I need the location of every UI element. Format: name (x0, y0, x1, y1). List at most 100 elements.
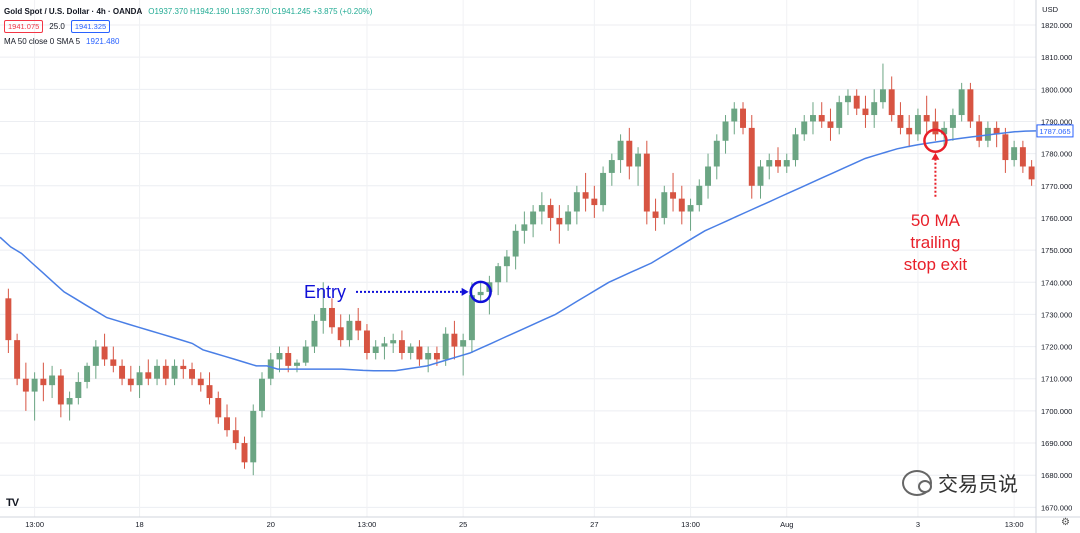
candle (906, 115, 913, 148)
candle-body (775, 160, 781, 167)
candle-body (678, 198, 685, 212)
candle-body (949, 115, 956, 128)
price-tick-label: 1770.000 (1041, 182, 1072, 191)
candle-body (477, 291, 484, 296)
candle-body (328, 307, 335, 328)
candle (197, 372, 204, 392)
candle-body (687, 205, 694, 212)
candle (643, 140, 650, 225)
candle (766, 153, 773, 180)
ohlc-values: O1937.370 H1942.190 L1937.370 C1941.245 … (148, 6, 373, 16)
symbol-title[interactable]: Gold Spot / U.S. Dollar · 4h · OANDA (4, 6, 143, 16)
candle (582, 172, 589, 212)
candle (844, 89, 851, 116)
candle-body (320, 307, 327, 321)
candle-body (495, 266, 502, 283)
price-axis[interactable]: 1670.000 1680.000 1690.000 1700.000 1710.000… (1035, 0, 1072, 533)
candle (145, 359, 152, 386)
candle (5, 288, 12, 353)
ma-indicator-label[interactable]: MA 50 close 0 SMA 5 (4, 36, 81, 46)
candle (215, 391, 222, 424)
candle (337, 314, 344, 347)
candle (232, 417, 239, 450)
candle-body (722, 121, 729, 141)
bid-price[interactable]: 1941.075 (4, 20, 44, 33)
candle (57, 369, 64, 418)
price-tick-label: 1810.000 (1041, 53, 1072, 62)
candle (241, 436, 248, 469)
candle (398, 330, 405, 360)
candle-body (643, 153, 650, 212)
candle (792, 127, 799, 167)
candle-body (906, 127, 913, 135)
ask-price[interactable]: 1941.325 (70, 20, 111, 33)
price-tick-label: 1740.000 (1041, 278, 1072, 287)
candle-body (757, 166, 764, 186)
price-tag-box (1036, 124, 1074, 138)
candle (713, 134, 720, 180)
candle-body (582, 192, 589, 199)
candle-body (1019, 147, 1026, 167)
candle-body (696, 185, 703, 206)
candle (810, 102, 816, 135)
candle-body (1002, 134, 1009, 161)
watermark-text: 交易员说 (938, 474, 1018, 496)
candle-body (302, 346, 309, 363)
candle (897, 102, 904, 135)
candle-body (626, 140, 633, 167)
candle (425, 346, 432, 373)
candle (136, 365, 143, 399)
ma-50-line (0, 130, 1037, 372)
candle (670, 172, 677, 212)
candle (1019, 140, 1026, 173)
candle (853, 89, 860, 116)
candle (818, 102, 825, 128)
exit-label-line: trailing (910, 233, 960, 252)
candle-body (241, 443, 248, 463)
candle (259, 372, 265, 418)
candle-body (57, 375, 64, 405)
candle-body (171, 365, 178, 379)
chart-legend: Gold Spot / U.S. Dollar · 4h · OANDA O19… (4, 4, 372, 49)
candle-body (468, 295, 475, 341)
candle (871, 89, 878, 128)
candle-body (521, 224, 528, 231)
candle-body (206, 385, 213, 399)
gear-icon[interactable]: ⚙ (1061, 517, 1070, 528)
candle (827, 108, 834, 141)
time-axis[interactable]: 13:00182013:00252713:00Aug313:0081013:00… (0, 516, 1080, 529)
tradingview-logo[interactable]: TV (6, 497, 19, 509)
price-tick-label: 1710.000 (1041, 375, 1072, 384)
candle (477, 282, 484, 302)
candle-body (407, 346, 414, 353)
candle (224, 404, 230, 437)
currency-label[interactable]: USD (1042, 5, 1058, 14)
candle-body (608, 160, 615, 173)
candle (949, 108, 956, 141)
candle (407, 343, 414, 360)
candle (49, 365, 56, 399)
candle-body (993, 127, 1000, 135)
candle-body (442, 333, 449, 360)
candle (731, 102, 738, 135)
candle-body (914, 115, 921, 135)
candle-body (932, 121, 939, 135)
candle-body (154, 365, 161, 379)
candle (608, 153, 615, 186)
candle (451, 320, 458, 360)
candle (495, 262, 502, 296)
candle (1011, 140, 1018, 167)
price-tick-label: 1780.000 (1041, 150, 1072, 159)
candle (294, 359, 300, 373)
candle (530, 205, 537, 238)
candle-body (346, 320, 353, 341)
candle (888, 76, 895, 122)
candle-body (713, 140, 720, 167)
time-tick-label: 13:00 (25, 520, 44, 529)
candle (84, 362, 91, 389)
price-tick-label: 1750.000 (1041, 246, 1072, 255)
spread-value: 25.0 (49, 21, 65, 31)
candle-body (75, 381, 82, 399)
candle-body (565, 211, 572, 225)
